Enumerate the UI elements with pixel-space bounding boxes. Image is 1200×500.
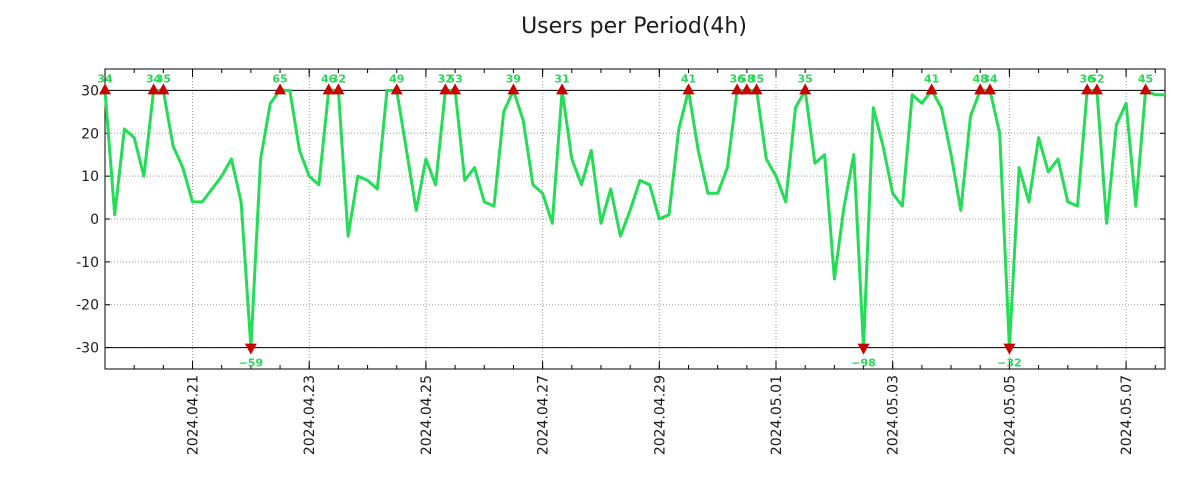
peak-value-label: 41 — [681, 72, 696, 85]
peak-marker-up — [731, 83, 744, 95]
peak-marker-down — [244, 343, 257, 355]
peak-value-label: 52 — [1089, 72, 1104, 85]
peak-marker-up — [750, 83, 763, 95]
x-tick-label: 2024.05.03 — [886, 375, 902, 455]
peak-marker-up — [99, 83, 111, 95]
x-tick-label: 2024.04.29 — [652, 375, 668, 455]
peak-marker-up — [925, 83, 938, 95]
peak-marker-up — [322, 83, 335, 95]
peak-value-label: −32 — [997, 357, 1022, 370]
peak-marker-up — [974, 83, 987, 95]
peak-value-label: 32 — [438, 72, 453, 85]
peak-marker-up — [390, 83, 403, 95]
y-tick-label: -30 — [76, 341, 99, 357]
y-tick-label: 30 — [81, 83, 99, 99]
peak-marker-up — [556, 83, 569, 95]
peak-marker-up — [439, 83, 452, 95]
peak-value-label: 48 — [973, 72, 988, 85]
y-tick-label: 20 — [81, 126, 99, 142]
peak-value-label: −59 — [239, 357, 264, 370]
x-tick-label: 2024.04.23 — [302, 375, 318, 455]
peak-value-label: 36 — [729, 72, 745, 85]
plot-frame — [104, 68, 1166, 370]
y-tick-label: -20 — [76, 298, 99, 314]
x-tick-label: 2024.05.05 — [1002, 375, 1018, 455]
peak-value-label: 34 — [982, 72, 998, 85]
peak-marker-up — [157, 83, 170, 95]
peak-marker-up — [1081, 83, 1094, 95]
peak-value-label: 34 — [146, 72, 162, 85]
peak-marker-up — [332, 83, 345, 95]
peak-value-label: 39 — [506, 72, 521, 85]
peak-value-label: 45 — [1138, 72, 1153, 85]
y-tick-label: 10 — [81, 169, 99, 185]
peak-marker-down — [857, 343, 870, 355]
peak-value-label: 34 — [97, 72, 113, 85]
peak-value-label: 35 — [798, 72, 813, 85]
peak-value-label: 32 — [331, 72, 346, 85]
x-tick-label: 2024.04.27 — [536, 375, 552, 455]
x-tick-label: 2024.05.07 — [1119, 375, 1135, 455]
y-tick-label: 0 — [90, 212, 99, 228]
peak-value-label: 35 — [749, 72, 764, 85]
peak-marker-up — [799, 83, 812, 95]
peak-marker-up — [147, 83, 160, 95]
x-tick-label: 2024.05.01 — [769, 375, 785, 455]
peak-marker-up — [1139, 83, 1152, 95]
peak-marker-up — [1090, 83, 1103, 95]
peak-value-label: 46 — [321, 72, 337, 85]
peak-marker-up — [740, 83, 753, 95]
chart-title: Users per Period(4h) — [521, 14, 747, 39]
peak-value-label: 36 — [1080, 72, 1096, 85]
y-tick-label: -10 — [76, 255, 99, 271]
peak-value-label: 35 — [156, 72, 171, 85]
peak-value-label: 49 — [389, 72, 404, 85]
peak-value-label: 58 — [739, 72, 754, 85]
peak-marker-up — [983, 83, 996, 95]
x-tick-label: 2024.04.21 — [186, 375, 202, 455]
x-tick-label: 2024.04.25 — [419, 375, 435, 455]
peak-marker-up — [449, 83, 462, 95]
peak-value-label: 41 — [924, 72, 939, 85]
peak-value-label: −98 — [851, 357, 876, 370]
peak-marker-up — [682, 83, 695, 95]
peak-marker-down — [1003, 343, 1016, 355]
peak-marker-up — [507, 83, 520, 95]
peak-value-label: 65 — [272, 72, 287, 85]
peak-value-label: 53 — [447, 72, 462, 85]
peak-value-label: 31 — [554, 72, 569, 85]
peak-marker-up — [274, 83, 287, 95]
